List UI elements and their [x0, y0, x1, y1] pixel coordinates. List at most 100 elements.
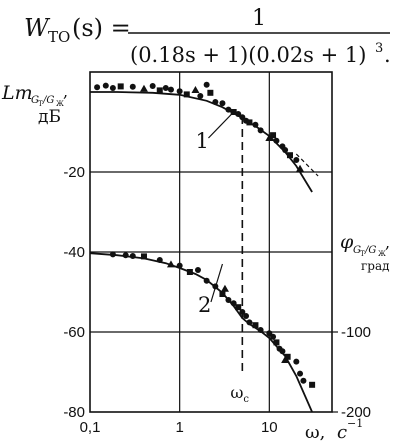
magnitude-point — [183, 91, 190, 98]
right-axis-label-slash: /G — [364, 245, 376, 256]
formula-denominator-power: 3 — [375, 41, 383, 56]
magnitude-point — [270, 132, 277, 139]
formula-lhs-sub: ТО — [48, 28, 70, 46]
phase-point — [252, 322, 259, 329]
grid — [90, 72, 332, 412]
left-axis-label-unit: дБ — [38, 107, 61, 127]
phase-point — [225, 297, 232, 303]
tick-labels: 0,1 1 10 -20 -40 -60 -80 -100 -200 — [63, 164, 371, 436]
left-axis-label-slash: /G — [42, 95, 54, 106]
x-tick-label: 1 — [175, 419, 183, 436]
phase-point — [297, 370, 304, 377]
magnitude-point — [167, 86, 174, 93]
phase-point — [220, 284, 229, 292]
crossover-label-sub: c — [243, 394, 249, 405]
magnitude-point — [176, 88, 183, 95]
x-axis-label-unit: c — [337, 422, 347, 443]
magnitude-point — [252, 121, 259, 128]
magnitude-point — [207, 89, 214, 96]
curve-leader-1 — [208, 111, 235, 139]
formula-lhs-arg: (s) = — [72, 14, 131, 42]
left-tick-label: -20 — [63, 164, 85, 181]
transfer-function-formula: W ТО (s) = 1 (0.18s + 1)(0.02s + 1) 3 . — [24, 6, 391, 67]
crossover-label: ω — [230, 383, 243, 402]
magnitude-point — [197, 93, 204, 99]
right-axis-label-main: φ — [340, 231, 354, 253]
magnitude-point — [225, 106, 232, 113]
magnitude-point — [94, 84, 101, 91]
right-tick-label: -100 — [341, 324, 371, 341]
left-axis-label-sub2: Т — [38, 100, 43, 108]
phase-point — [279, 348, 286, 355]
right-axis-label: φ G Т /G Ж , град — [340, 231, 390, 273]
formula-lhs-main: W — [24, 14, 51, 42]
magnitude-point — [149, 83, 156, 89]
magnitude-point — [102, 82, 109, 89]
phase-point — [293, 358, 300, 365]
magnitude-point — [109, 85, 116, 91]
phase-point — [194, 267, 201, 273]
magnitude-point — [282, 147, 289, 153]
x-tick-label: 0,1 — [80, 419, 101, 436]
phase-point — [140, 253, 147, 260]
phase-point — [166, 260, 175, 268]
magnitude-point — [203, 81, 210, 88]
x-axis-label: ω, c −1 — [305, 417, 363, 443]
right-tick-label: -200 — [341, 404, 371, 421]
left-tick-label: -40 — [63, 244, 85, 261]
magnitude-point — [235, 111, 242, 117]
right-axis-label-sub2: Т — [360, 250, 365, 258]
left-tick-label: -80 — [63, 404, 85, 421]
x-axis-label-main: ω, — [305, 422, 325, 443]
left-tick-label: -60 — [63, 324, 85, 341]
x-axis-label-unit-exp: −1 — [347, 417, 363, 430]
magnitude-point — [273, 137, 280, 144]
phase-point — [284, 353, 291, 360]
phase-point — [129, 253, 136, 259]
magnitude-asymptote — [295, 153, 319, 177]
curve-label-2: 2 — [198, 293, 211, 317]
phase-point — [266, 330, 273, 337]
right-axis-label-comma: , — [385, 233, 390, 252]
phase-point — [109, 251, 116, 258]
left-axis-label: Lm G Т /G Ж , дБ — [1, 82, 68, 127]
magnitude-point — [191, 86, 200, 93]
curve-leader-2 — [210, 263, 224, 303]
magnitude-point — [257, 127, 264, 134]
magnitude-point — [246, 119, 253, 126]
magnitude-point — [139, 84, 148, 92]
phase-point — [273, 339, 280, 346]
magnitude-point — [296, 164, 305, 172]
formula-numerator: 1 — [252, 6, 266, 31]
phase-point — [246, 319, 253, 326]
phase-point — [300, 377, 307, 384]
right-axis-label-sub3: Ж — [378, 250, 386, 258]
phase-point — [243, 313, 250, 319]
magnitude-point — [286, 152, 293, 159]
phase-point — [235, 304, 242, 311]
left-axis-label-comma: , — [63, 82, 68, 101]
phase-point — [257, 327, 264, 333]
left-axis-label-main: Lm — [1, 82, 33, 104]
left-axis-label-sub: G — [31, 95, 39, 106]
plot-border — [89, 71, 333, 413]
phase-point — [203, 277, 210, 284]
formula-denominator: (0.18s + 1)(0.02s + 1) — [130, 43, 366, 67]
phase-point — [122, 252, 129, 259]
magnitude-point — [156, 87, 163, 94]
phase-point — [176, 262, 183, 269]
x-tick-label: 10 — [261, 419, 278, 436]
phase-point — [219, 291, 226, 297]
measured-points — [94, 81, 316, 388]
right-axis-label-sub: G — [353, 245, 361, 256]
phase-point — [230, 300, 237, 307]
magnitude-point — [212, 99, 219, 105]
magnitude-point — [265, 134, 274, 141]
phase-point — [156, 257, 163, 263]
phase-point — [186, 269, 193, 275]
magnitude-point — [117, 83, 124, 90]
magnitude-point — [219, 100, 226, 107]
phase-point — [309, 381, 316, 388]
magnitude-point — [293, 157, 300, 163]
